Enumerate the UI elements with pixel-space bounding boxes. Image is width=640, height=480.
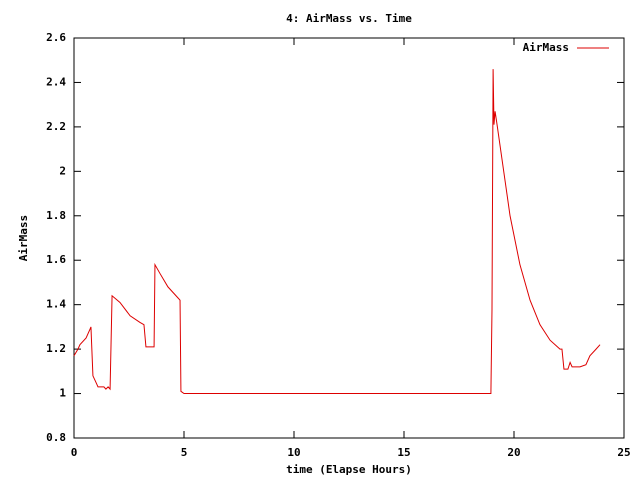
x-tick-label: 10: [287, 446, 300, 459]
y-tick-label: 2.6: [46, 31, 66, 44]
x-tick-label: 0: [71, 446, 78, 459]
x-tick-label: 25: [617, 446, 630, 459]
x-tick-label: 20: [507, 446, 520, 459]
data-line: [73, 69, 601, 395]
x-tick-label: 5: [181, 446, 188, 459]
y-axis-label: AirMass: [17, 215, 30, 261]
plot-border: [73, 37, 625, 439]
y-tick-label: 1.8: [46, 209, 66, 222]
legend-label: AirMass: [523, 41, 569, 54]
chart-title: 4: AirMass vs. Time: [286, 12, 412, 25]
x-axis-label: time (Elapse Hours): [286, 463, 412, 476]
y-tick-label: 0.8: [46, 431, 66, 444]
y-tick-label: 1.2: [46, 342, 66, 355]
x-tick-label: 15: [397, 446, 410, 459]
y-tick-label: 1.6: [46, 253, 66, 266]
y-tick-label: 2: [59, 164, 66, 177]
y-tick-label: 1.4: [46, 298, 66, 311]
y-tick-label: 1: [59, 387, 66, 400]
y-tick-label: 2.4: [46, 75, 66, 88]
y-tick-label: 2.2: [46, 120, 66, 133]
